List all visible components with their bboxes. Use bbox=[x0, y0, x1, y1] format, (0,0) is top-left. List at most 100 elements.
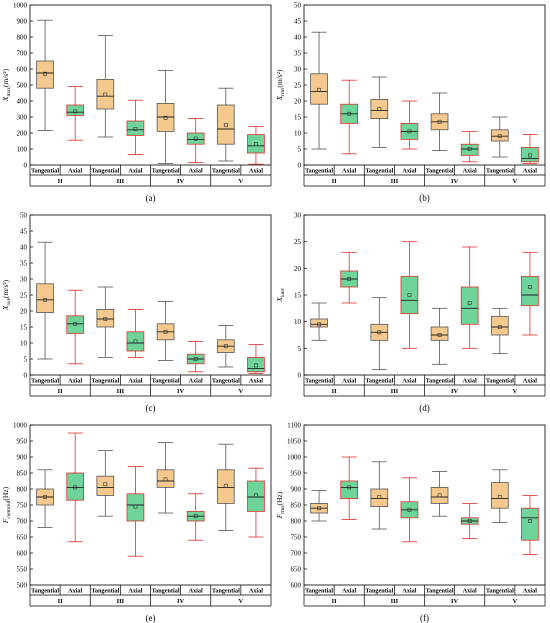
series-label-tangential: Tangential bbox=[426, 378, 454, 385]
y-tick-label: 100 bbox=[17, 146, 28, 154]
box-II-axial bbox=[340, 456, 359, 520]
y-tick-label: 5 bbox=[298, 146, 302, 154]
box-iqr bbox=[66, 315, 85, 334]
box-III-axial bbox=[400, 477, 419, 543]
chart-panel-a: 0 100 200 300 400 500 600 700 800 900 1000 Xmax(m/s… bbox=[1, 2, 272, 203]
box-iqr bbox=[247, 480, 265, 512]
y-tick-label: 50 bbox=[294, 2, 302, 10]
y-label-unit: (m/s²) bbox=[1, 68, 10, 87]
chart-panel-b: 0 5 10 15 20 25 30 35 40 45 50 Xrms(m/s²) Tangential… bbox=[275, 2, 546, 203]
group-label-IV: IV bbox=[451, 388, 459, 395]
plot-frame bbox=[29, 214, 272, 376]
mean-marker bbox=[223, 123, 228, 127]
box-iqr bbox=[490, 129, 509, 142]
box-iqr bbox=[126, 493, 145, 522]
series-label-axial: Axial bbox=[189, 588, 203, 595]
y-tick-label: 35 bbox=[20, 260, 28, 268]
box-iqr bbox=[460, 286, 479, 325]
series-label-tangential: Tangential bbox=[152, 588, 180, 595]
plot-frame bbox=[29, 424, 272, 586]
panel-caption: (a) bbox=[146, 193, 156, 203]
box-III-tangential bbox=[370, 76, 389, 148]
plot-frame bbox=[303, 214, 546, 376]
y-tick-label: 400 bbox=[17, 98, 28, 106]
box-V-tangential bbox=[216, 324, 235, 368]
group-label-III: III bbox=[391, 598, 399, 605]
series-label-tangential: Tangential bbox=[91, 588, 119, 595]
group-label-IV: IV bbox=[177, 388, 185, 395]
box-V-axial bbox=[521, 494, 539, 555]
panel-caption: (f) bbox=[420, 613, 429, 623]
y-label-main: X bbox=[1, 96, 10, 102]
series-label-axial: Axial bbox=[68, 378, 82, 385]
y-tick-label: 300 bbox=[17, 114, 28, 122]
series-label-tangential: Tangential bbox=[31, 588, 59, 595]
box-iqr bbox=[370, 99, 389, 120]
y-tick-label: 550 bbox=[17, 566, 28, 574]
y-tick-label: 900 bbox=[17, 18, 28, 26]
group-label-III: III bbox=[117, 178, 125, 185]
box-iqr bbox=[340, 480, 359, 500]
box-V-axial bbox=[247, 126, 265, 165]
mean-marker bbox=[437, 119, 442, 124]
box-IV-tangential bbox=[156, 70, 175, 164]
mean-marker bbox=[133, 504, 138, 509]
mean-marker bbox=[43, 71, 47, 76]
box-V-tangential bbox=[490, 469, 509, 523]
y-tick-label: 200 bbox=[17, 130, 28, 138]
y-tick-label: 1000 bbox=[287, 454, 302, 462]
y-tick-label: 50 bbox=[20, 212, 28, 220]
y-label-sub: ave bbox=[6, 297, 12, 305]
mean-marker bbox=[73, 109, 78, 114]
series-label-axial: Axial bbox=[523, 378, 537, 385]
box-IV-axial bbox=[186, 493, 205, 541]
mean-marker bbox=[347, 277, 352, 281]
mean-marker bbox=[254, 363, 258, 368]
y-tick-label: 30 bbox=[294, 66, 302, 74]
y-tick-label: 10 bbox=[294, 318, 302, 326]
panel-caption: (e) bbox=[146, 613, 156, 623]
group-label-V: V bbox=[513, 598, 518, 605]
group-label-V: V bbox=[239, 388, 244, 395]
box-iqr bbox=[247, 356, 265, 373]
y-label-unit: (m/s²) bbox=[275, 69, 284, 88]
series-label-axial: Axial bbox=[189, 378, 203, 385]
group-label-IV: IV bbox=[177, 598, 185, 605]
mean-marker bbox=[103, 482, 108, 487]
mean-marker bbox=[43, 495, 47, 499]
mean-marker bbox=[317, 322, 321, 327]
y-label-sub: max bbox=[6, 87, 12, 97]
y-tick-label: 750 bbox=[17, 502, 28, 510]
box-III-axial bbox=[126, 308, 145, 358]
series-label-tangential: Tangential bbox=[31, 168, 59, 175]
group-label-II: II bbox=[332, 178, 338, 185]
box-iqr bbox=[521, 507, 539, 541]
chart-panel-d: 0 5 10 15 20 25 30 Xkurt Tangential Axial Tangenti… bbox=[275, 212, 546, 413]
y-tick-label: 800 bbox=[17, 486, 28, 494]
group-label-II: II bbox=[332, 598, 338, 605]
y-axis-label: Fcentroid(Hz) bbox=[1, 486, 12, 524]
series-label-axial: Axial bbox=[463, 588, 477, 595]
mean-marker bbox=[528, 519, 532, 523]
box-iqr bbox=[370, 488, 389, 508]
y-tick-label: 950 bbox=[291, 470, 302, 478]
box-II-tangential bbox=[310, 490, 328, 522]
mean-marker bbox=[347, 485, 352, 490]
box-iqr bbox=[156, 469, 175, 488]
mean-marker bbox=[133, 339, 138, 344]
y-tick-label: 750 bbox=[291, 534, 302, 542]
box-V-tangential bbox=[216, 87, 235, 162]
box-iqr bbox=[521, 275, 539, 307]
series-label-tangential: Tangential bbox=[91, 378, 119, 385]
series-label-axial: Axial bbox=[523, 168, 537, 175]
y-axis-label: Xrms(m/s²) bbox=[275, 69, 286, 101]
group-label-II: II bbox=[58, 388, 64, 395]
y-label-sub: rms bbox=[280, 505, 286, 513]
mean-marker bbox=[193, 136, 198, 141]
y-tick-label: 15 bbox=[294, 114, 302, 122]
y-label-main: X bbox=[275, 95, 284, 101]
y-tick-label: 0 bbox=[298, 162, 302, 170]
group-label-III: III bbox=[391, 388, 399, 395]
group-label-III: III bbox=[117, 388, 125, 395]
